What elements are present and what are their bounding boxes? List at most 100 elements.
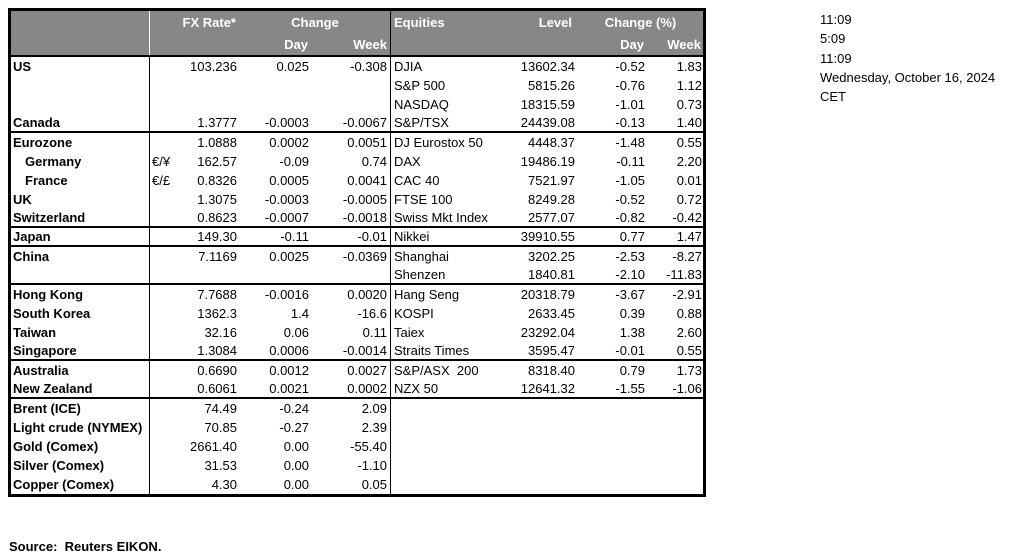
table-row: France €/£ 0.8326 0.0005 0.0041 CAC 40 7521.97… [11,171,703,190]
equity-week-cell: 0.72 [676,192,702,207]
fx-symbol-cell [150,114,176,131]
fx-day-cell: 0.0005 [269,173,309,188]
datetime-line: 11:09 [820,12,852,27]
fx-day-cell [240,95,312,114]
fx-rate-cell: 0.6061 [197,381,237,396]
equity-level-cell [496,399,578,418]
fx-rate-cell: 2661.40 [190,439,237,454]
equity-name-cell: CAC 40 [390,171,496,190]
equity-name-cell [390,399,496,418]
equity-week-cell: 1.12 [676,78,702,93]
equity-day-cell: 0.77 [619,229,645,244]
fx-symbol-cell [150,342,176,359]
table-row: Switzerland 0.8623 -0.0007 -0.0018 Swiss Mkt… [11,209,703,228]
equity-day-cell: -0.11 [616,154,645,169]
equity-week-cell [648,437,703,456]
equity-name-cell: DJIA [390,57,496,76]
footnotes: Source: Reuters EIKON. * FX Rate for USD… [9,499,674,558]
eq-change-header: Change (%) [604,14,677,30]
fx-rate-cell: 74.49 [204,401,237,416]
fx-country-cell: Switzerland [11,209,150,226]
equity-week-cell: 1.83 [676,59,702,74]
equity-name-cell: S&P/TSX [390,114,496,131]
datetime-line: 11:09 [820,50,852,66]
equity-level-cell: 2633.45 [528,306,575,321]
equity-week-cell: 1.40 [676,115,702,130]
datetime-panel: 11:09 5:09 11:09 Wednesday, October 16, 202… [820,10,995,106]
fx-symbol-cell: €/¥ [152,154,171,169]
equity-level-cell: 1840.81 [528,267,575,282]
fx-symbol-cell [150,456,176,475]
equity-week-cell [648,475,703,494]
equity-day-cell: -1.01 [615,97,645,112]
equity-week-cell: -8.27 [672,249,702,264]
fx-week-cell: 0.0051 [347,135,387,150]
fx-day-cell: 0.0012 [269,363,309,378]
fx-country-cell: Eurozone [11,133,150,152]
equity-name-cell: NZX 50 [390,380,496,397]
fx-day-cell: -0.24 [279,401,309,416]
fx-country-cell: Copper (Comex) [11,475,150,494]
table-row: Eurozone 1.0888 0.0002 0.0051 DJ Eurostox 50… [11,133,703,152]
datetime-line: Wednesday, October 16, 2024 [820,69,996,85]
equity-week-cell: 0.73 [676,97,702,112]
equity-level-cell: 12641.32 [520,381,575,396]
equity-name-cell: Hang Seng [390,285,496,304]
equity-level-cell: 7521.97 [528,173,575,188]
fx-symbol-cell [150,475,176,494]
fx-symbol-cell [150,323,176,342]
fx-day-cell: 0.0006 [269,343,309,358]
fx-country-cell: Brent (ICE) [11,399,150,418]
equity-name-cell: Nikkei [390,228,496,245]
fx-rate-cell [176,76,240,95]
equity-level-cell: 20318.79 [520,287,575,302]
fx-week-cell: -0.0018 [342,210,387,225]
fx-week-cell: -55.40 [350,439,387,454]
table-row: UK 1.3075 -0.0003 -0.0005 FTSE 100 8249.28 -0.… [11,190,703,209]
equity-level-cell: 5815.26 [528,78,575,93]
eq-week-header: Week [667,36,701,52]
fx-day-cell: -0.11 [280,229,309,244]
equity-level-cell: 8318.40 [528,363,575,378]
table-row: Germany €/¥ 162.57 -0.09 0.74 DAX 19486.19 -0.1… [11,152,703,171]
fx-symbol-cell [150,399,176,418]
equity-day-cell: 1.38 [619,325,645,340]
fx-day-cell: 0.0002 [269,135,309,150]
equity-level-cell: 23292.04 [520,325,575,340]
fx-country-cell: Gold (Comex) [11,437,150,456]
equity-name-cell [390,437,496,456]
table-row: South Korea 1362.3 1.4 -16.6 KOSPI 2633.45 0.3… [11,304,703,323]
header-blank-cell [11,33,150,55]
fx-rate-cell: 1.3084 [197,343,237,358]
level-header: Level [538,14,572,30]
fx-day-cell: -0.0016 [264,287,309,302]
equity-level-cell: 8249.28 [528,192,575,207]
equity-week-cell [648,418,703,437]
table-row: Hong Kong 7.7688 -0.0016 0.0020 Hang Seng 203… [11,285,703,304]
equity-week-cell: 1.73 [676,363,702,378]
equity-week-cell: -1.06 [672,381,702,396]
fx-week-cell: 0.0002 [347,381,387,396]
table-row: Brent (ICE) 74.49 -0.24 2.09 [11,399,703,418]
equity-name-cell [390,456,496,475]
fx-day-cell: 0.025 [276,59,309,74]
fx-week-cell: 2.39 [361,420,387,435]
equity-name-cell: Straits Times [390,342,496,359]
fx-week-cell: -0.0014 [342,343,387,358]
equity-day-cell: -0.76 [615,78,645,93]
fx-rate-cell: 162.57 [197,154,237,169]
equity-week-cell [648,399,703,418]
fx-symbol-cell [150,57,176,76]
fx-rate-cell: 103.236 [190,59,237,74]
equity-name-cell: S&P/ASX 200 [390,361,496,380]
equity-name-cell: Taiex [390,323,496,342]
fx-rate-cell: 31.53 [204,458,237,473]
table-header: FX Rate* Change Equities Level Change (%… [11,11,703,57]
fx-rate-cell: 1.3075 [197,192,237,207]
equity-name-cell: FTSE 100 [390,190,496,209]
equity-level-cell: 4448.37 [528,135,575,150]
fx-country-cell: New Zealand [11,380,150,397]
fx-day-cell: -0.0003 [264,115,309,130]
fx-symbol-cell [150,76,176,95]
equity-level-cell: 13602.34 [520,59,575,74]
